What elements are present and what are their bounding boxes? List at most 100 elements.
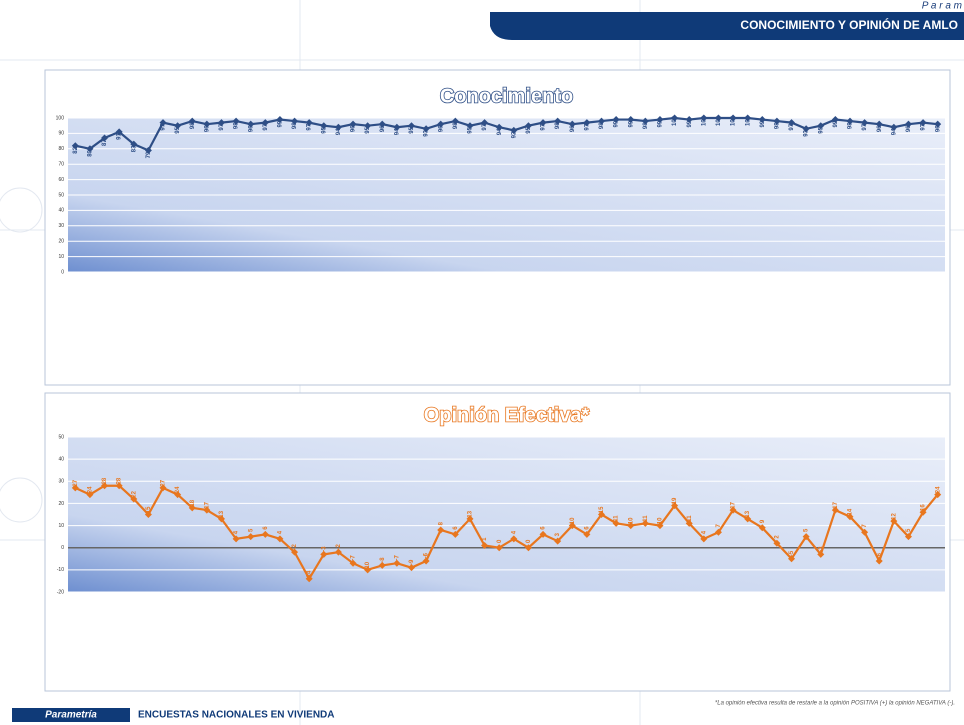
data-label: 100 (701, 115, 707, 126)
series-line (74, 484, 939, 581)
data-label: 1 (482, 537, 488, 541)
data-label: 80 (88, 149, 94, 156)
marker (875, 120, 883, 128)
marker (159, 119, 167, 127)
marker (232, 535, 240, 543)
data-label: 94 (394, 128, 400, 135)
data-label: -8 (380, 557, 386, 563)
marker (203, 120, 211, 128)
marker (174, 491, 182, 499)
data-label: 98 (292, 122, 298, 129)
data-label: -5 (789, 550, 795, 556)
marker (407, 564, 415, 572)
data-label: 97 (789, 123, 795, 130)
marker (481, 119, 489, 127)
data-label: 0 (497, 539, 503, 543)
data-label: 27 (161, 479, 167, 486)
marker (802, 533, 810, 541)
data-label: 6 (584, 526, 590, 530)
data-label: 99 (658, 120, 664, 127)
marker (685, 116, 693, 124)
y-tick-label tick: 30 (58, 223, 64, 229)
data-label: 97 (263, 123, 269, 130)
chart-title: Conocimiento (440, 85, 573, 107)
footer-brand: Parametría (45, 710, 97, 721)
data-label: 100 (716, 115, 722, 126)
data-label: 96 (935, 125, 941, 132)
marker (247, 533, 255, 541)
marker (904, 120, 912, 128)
data-label: 6 (453, 526, 459, 530)
data-label: 16 (921, 504, 927, 511)
data-label: 11 (687, 515, 693, 522)
y-tick-label tick: 60 (58, 177, 64, 183)
footer-badge (12, 708, 130, 722)
marker (115, 128, 123, 136)
marker (364, 566, 372, 574)
data-label: 13 (468, 510, 474, 517)
data-label: 98 (643, 122, 649, 129)
data-label: 3 (555, 532, 561, 536)
footnote: *La opinión efectiva resulta de restarle… (715, 701, 955, 707)
y-tick-label tick: 40 (58, 456, 64, 462)
data-label: 10 (628, 517, 634, 524)
y-tick-label tick: 20 (58, 501, 64, 507)
marker (276, 535, 284, 543)
data-label: -14 (307, 570, 313, 579)
data-label: 91 (117, 133, 123, 140)
data-label: 94 (336, 128, 342, 135)
data-label: 96 (570, 125, 576, 132)
data-label: 97 (307, 123, 313, 130)
data-label: 100 (745, 115, 751, 126)
data-label: 94 (891, 128, 897, 135)
marker (919, 508, 927, 516)
data-label: 93 (804, 129, 810, 136)
header-title: CONOCIMIENTO Y OPINIÓN DE AMLO (740, 17, 958, 32)
marker (904, 533, 912, 541)
marker (656, 522, 664, 530)
data-label: -3 (818, 546, 824, 552)
data-label: 14 (848, 508, 854, 515)
plot-area (68, 437, 945, 592)
marker (524, 122, 532, 130)
data-label: 96 (204, 125, 210, 132)
marker (568, 120, 576, 128)
data-label: 15 (146, 506, 152, 513)
y-tick-label tick: 90 (58, 131, 64, 137)
y-tick-label tick: 0 (61, 545, 64, 551)
data-label: 10 (658, 517, 664, 524)
marker (714, 114, 722, 122)
marker (232, 117, 240, 125)
marker (802, 125, 810, 133)
marker (729, 506, 737, 514)
marker (130, 495, 138, 503)
chart-title: Opinión Efectiva* (424, 404, 590, 426)
marker (437, 526, 445, 534)
data-label: 5 (248, 528, 254, 532)
data-label: 17 (204, 501, 210, 508)
y-tick-label tick: 70 (58, 162, 64, 168)
data-label: 15 (599, 506, 605, 513)
data-label: -10 (365, 561, 371, 570)
marker (554, 537, 562, 545)
marker (291, 548, 299, 556)
y-tick-label tick: 20 (58, 239, 64, 245)
marker (627, 116, 635, 124)
marker (671, 502, 679, 510)
marker (247, 120, 255, 128)
data-label: 87 (102, 139, 108, 146)
marker (641, 519, 649, 527)
marker (744, 114, 752, 122)
data-label: 7 (862, 524, 868, 528)
marker (349, 120, 357, 128)
data-label: 4 (278, 530, 284, 534)
marker (349, 559, 357, 567)
data-label: 5 (804, 528, 810, 532)
data-label: 98 (453, 122, 459, 129)
data-label: 97 (584, 123, 590, 130)
data-label: 13 (745, 510, 751, 517)
marker (174, 122, 182, 130)
brand: P a r a m (922, 1, 962, 12)
marker (422, 557, 430, 565)
data-label: 11 (614, 515, 620, 522)
